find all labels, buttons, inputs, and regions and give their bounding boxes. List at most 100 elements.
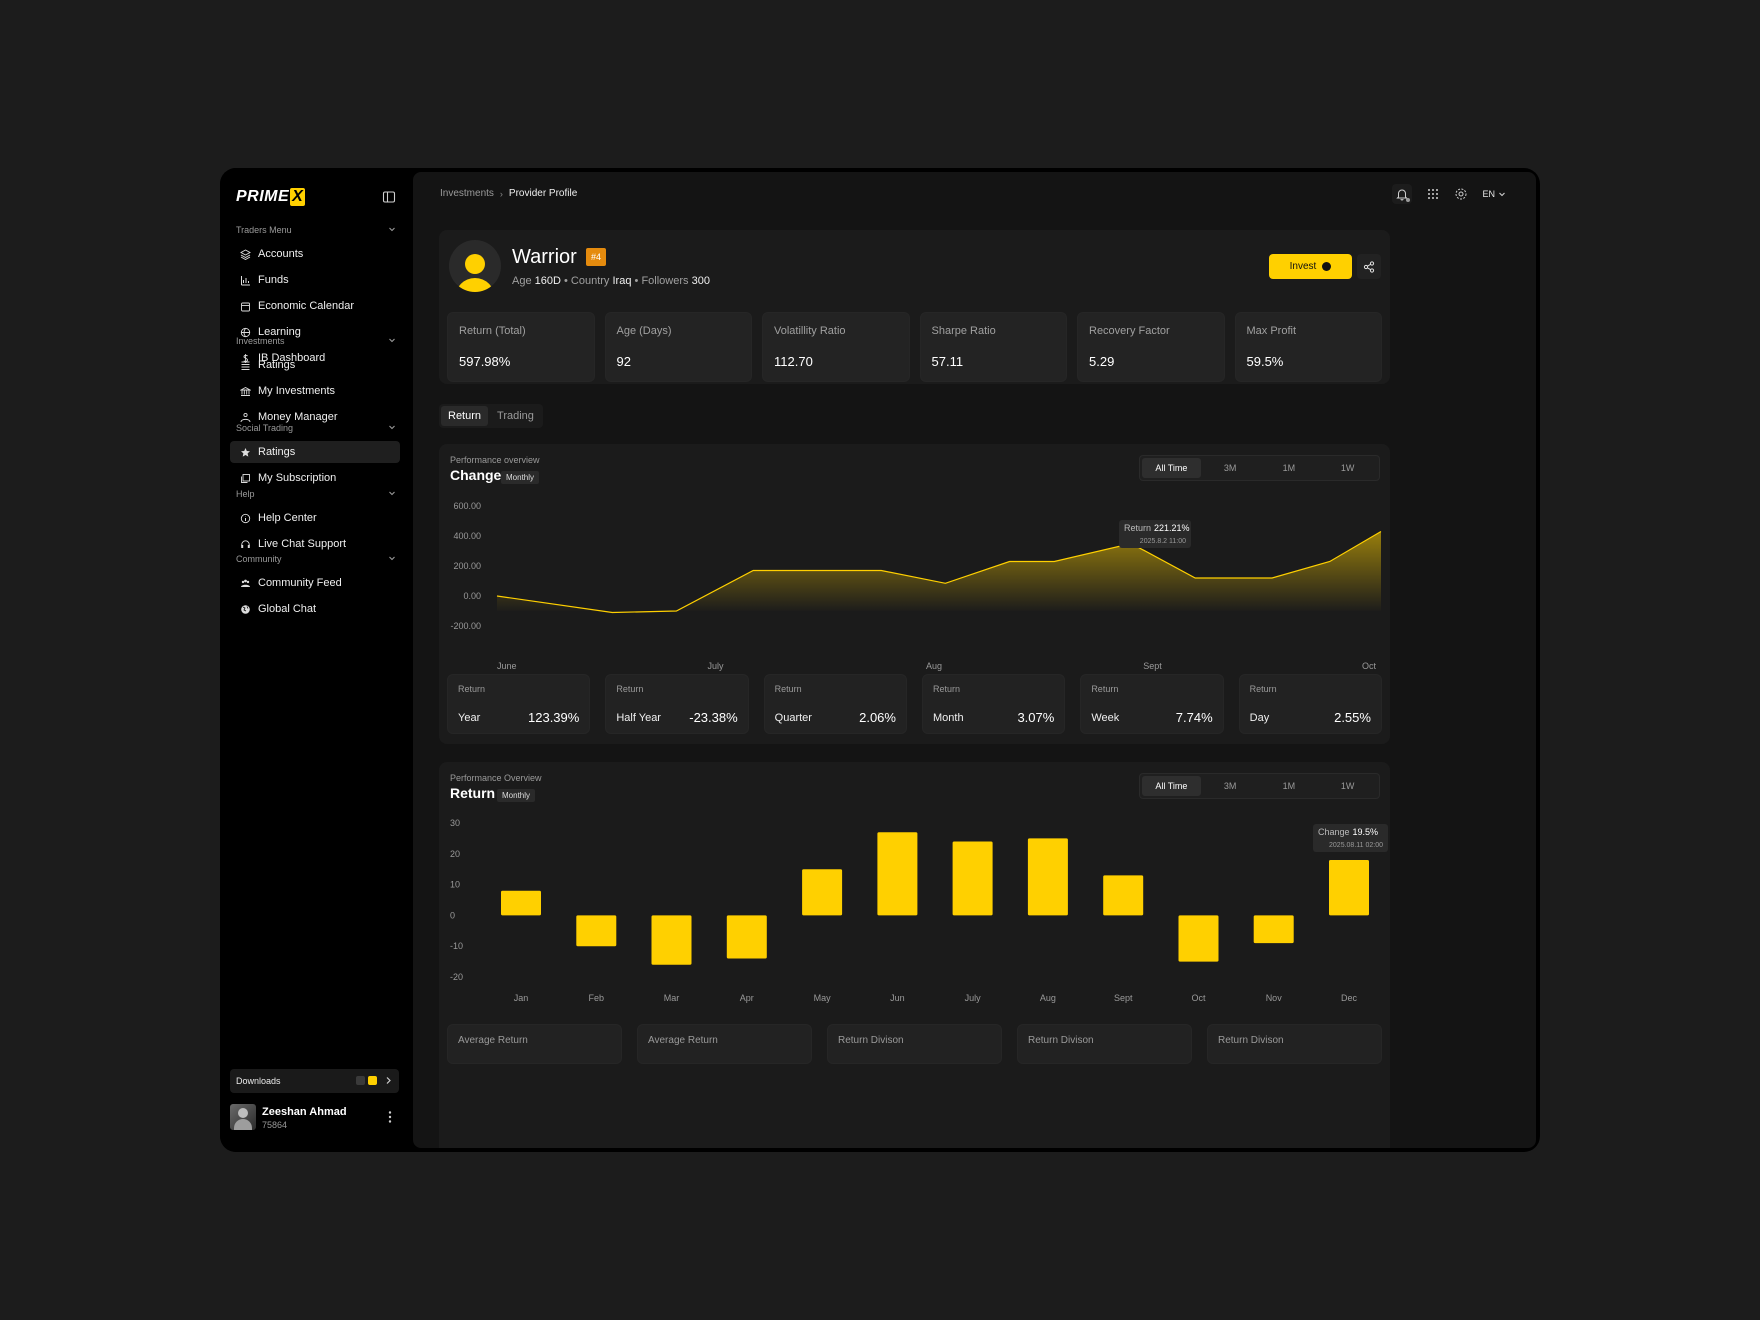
apps-grid-icon[interactable] xyxy=(1426,187,1440,201)
section-header[interactable]: Social Trading xyxy=(236,423,400,437)
stat-value: 57.11 xyxy=(931,354,964,369)
sidebar-toggle-icon[interactable] xyxy=(382,190,396,204)
brand-logo[interactable]: PRIME X xyxy=(236,188,306,206)
stat-value: 112.70 xyxy=(774,354,813,369)
y-tick-label: 30 xyxy=(450,818,460,828)
sidebar: PRIME X Traders Menu Accounts Funds Economic… xyxy=(220,168,413,1152)
x-tick-label: Jan xyxy=(514,993,529,1003)
sidebar-item-ib-dashboard[interactable]: IB Dashboard xyxy=(230,347,400,369)
tooltip-label: Change 19.5% xyxy=(1318,827,1378,837)
sidebar-item-label: Help Center xyxy=(258,512,317,524)
user-profile[interactable]: Zeeshan Ahmad 75864 xyxy=(230,1104,399,1132)
range-option-3m[interactable]: 3M xyxy=(1223,463,1237,473)
app-store-icon xyxy=(356,1076,365,1085)
bar-july[interactable] xyxy=(952,841,993,916)
language-select[interactable]: EN xyxy=(1482,189,1506,199)
tab-trading[interactable]: Trading xyxy=(497,410,534,422)
bar-chart-icon xyxy=(241,275,250,285)
breadcrumb-investments[interactable]: Investments xyxy=(440,188,494,199)
gear-icon[interactable] xyxy=(1454,187,1468,201)
star-icon xyxy=(241,447,250,457)
stat-card-sharpe-ratio: Sharpe Ratio 57.11 xyxy=(919,312,1067,382)
menu-section-investments: Investments Ratings My Investments Money Ma… xyxy=(236,336,400,428)
sidebar-item-accounts[interactable]: Accounts xyxy=(230,243,400,265)
range-option-1w[interactable]: 1W xyxy=(1340,781,1355,791)
sidebar-item-funds[interactable]: Funds xyxy=(230,269,400,291)
play-store-icon xyxy=(368,1076,377,1085)
sidebar-item-label: Accounts xyxy=(258,248,304,260)
more-vertical-icon[interactable] xyxy=(385,1110,395,1124)
chevron-down-icon xyxy=(389,227,395,232)
y-tick-label: 0.00 xyxy=(463,591,481,601)
y-tick-label: 600.00 xyxy=(453,501,481,511)
sidebar-item-community-feed[interactable]: Community Feed xyxy=(230,572,400,594)
sidebar-item-economic-calendar[interactable]: Economic Calendar xyxy=(230,295,400,317)
range-option-1w[interactable]: 1W xyxy=(1340,463,1355,473)
section-header[interactable]: Traders Menu xyxy=(236,225,400,239)
bar-dec[interactable] xyxy=(1329,860,1369,916)
stat-label: Max Profit xyxy=(1246,325,1297,337)
summary-card-label: Return Divison xyxy=(838,1035,904,1046)
range-option-1m[interactable]: 1M xyxy=(1282,463,1296,473)
sidebar-item-live-chat-support[interactable]: Live Chat Support xyxy=(230,533,400,555)
invest-label: Invest xyxy=(1289,261,1317,272)
sidebar-item-learning[interactable]: Learning xyxy=(230,321,400,343)
bar-feb[interactable] xyxy=(576,915,617,947)
x-tick-label: Nov xyxy=(1266,993,1283,1003)
bar-apr[interactable] xyxy=(726,915,767,959)
range-option-3m[interactable]: 3M xyxy=(1223,781,1237,791)
section-header[interactable]: Community xyxy=(236,554,400,568)
sidebar-item-label: Ratings xyxy=(258,446,296,458)
range-option-1m[interactable]: 1M xyxy=(1282,781,1296,791)
tab-return[interactable]: Return xyxy=(441,406,489,426)
tooltip-label: Return 221.21% xyxy=(1124,523,1190,533)
stat-card-max-profit: Max Profit 59.5% xyxy=(1234,312,1382,382)
tooltip-date: 2025.8.2 11:00 xyxy=(1140,538,1186,545)
range-option-all-time[interactable]: All Time xyxy=(1142,776,1201,796)
sidebar-item-my-subscription[interactable]: My Subscription xyxy=(230,467,400,489)
y-tick-label: -20 xyxy=(450,972,463,982)
list-icon xyxy=(241,361,250,370)
sidebar-item-global-chat[interactable]: Global Chat xyxy=(230,598,400,620)
return-overline: Performance Overview xyxy=(450,773,542,783)
return-card-label: Return xyxy=(458,684,486,694)
return-card-half-year: Return Half Year -23.38% xyxy=(605,674,749,734)
age-label: Age xyxy=(512,275,532,287)
downloads-bar[interactable]: Downloads xyxy=(230,1069,399,1093)
x-tick-label: Aug xyxy=(926,661,942,671)
bar-nov[interactable] xyxy=(1253,915,1294,944)
bar-oct[interactable] xyxy=(1178,915,1219,962)
bar-aug[interactable] xyxy=(1027,838,1068,916)
sidebar-item-label: IB Dashboard xyxy=(258,352,326,364)
bar-sept[interactable] xyxy=(1103,875,1144,916)
globe-icon xyxy=(240,327,251,337)
return-bar-chart: 30 20 10 0 -10 -20 Jan Feb Mar Apr May Jun July Aug Se… xyxy=(450,818,1388,1003)
sidebar-item-money-manager[interactable]: Money Manager xyxy=(230,406,400,428)
followers-label: Followers xyxy=(641,275,689,287)
bar-jun[interactable] xyxy=(877,832,918,916)
tooltip-value: 19.5% xyxy=(1353,827,1379,837)
invest-button[interactable]: Invest xyxy=(1269,254,1352,279)
group-icon xyxy=(241,579,250,587)
notifications-button[interactable] xyxy=(1392,184,1413,204)
bar-jan[interactable] xyxy=(501,890,541,916)
area-fill xyxy=(497,531,1381,613)
section-header[interactable]: Investments xyxy=(236,336,400,350)
return-card-value: -23.38% xyxy=(689,710,738,725)
country-label: Country xyxy=(570,275,610,287)
downloads-badges xyxy=(356,1076,377,1085)
bar-mar[interactable] xyxy=(651,915,692,965)
sidebar-item-label: Learning xyxy=(258,326,301,338)
menu-section-community: Community Community Feed Global Chat xyxy=(236,554,400,620)
sidebar-item-help-center[interactable]: Help Center xyxy=(230,507,400,529)
bar-may[interactable] xyxy=(802,869,843,916)
logo-text: PRIME xyxy=(236,188,290,205)
menu-section-traders-menu: Traders Menu Accounts Funds Economic Calend… xyxy=(236,225,400,369)
sidebar-item-my-investments[interactable]: My Investments xyxy=(230,380,400,402)
sidebar-item-ratings[interactable]: Ratings xyxy=(230,441,400,463)
sidebar-item-ratings[interactable]: Ratings xyxy=(230,354,400,376)
share-button[interactable] xyxy=(1357,254,1381,279)
main-content: Investments › Provider Profile EN War xyxy=(413,172,1536,1148)
range-option-all-time[interactable]: All Time xyxy=(1142,458,1201,478)
section-header[interactable]: Help xyxy=(236,489,400,503)
